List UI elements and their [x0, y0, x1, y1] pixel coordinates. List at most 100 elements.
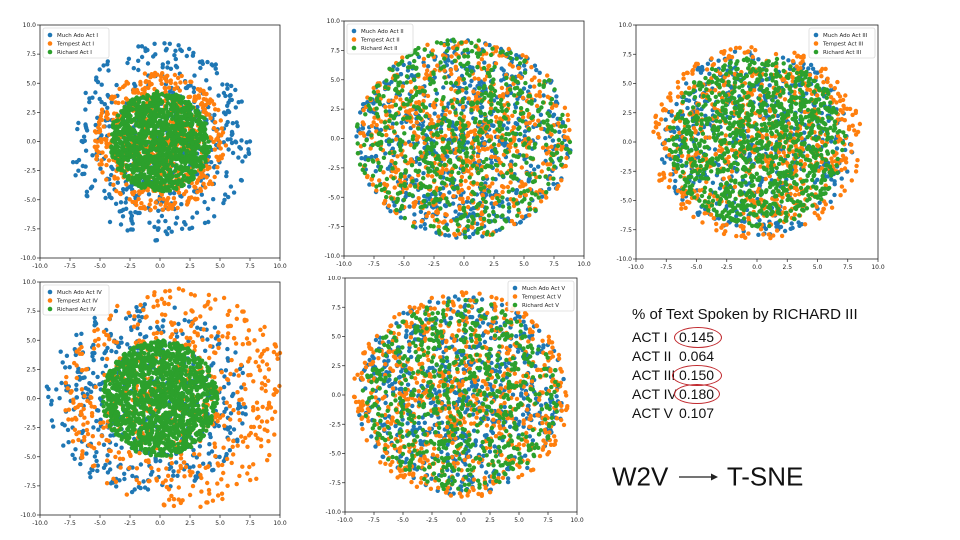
- scatter-point: [522, 70, 528, 75]
- scatter-point: [184, 156, 190, 161]
- scatter-point: [464, 163, 470, 168]
- scatter-point: [211, 197, 216, 202]
- scatter-point: [156, 226, 161, 231]
- scatter-point: [142, 85, 148, 91]
- scatter-point: [480, 193, 486, 198]
- scatter-point: [514, 201, 520, 206]
- scatter-point: [136, 196, 141, 202]
- x-tick-label: 10.0: [273, 263, 287, 270]
- scatter-point: [157, 157, 162, 162]
- scatter-point: [538, 112, 544, 118]
- scatter-point: [423, 226, 428, 231]
- scatter-point: [155, 72, 160, 77]
- scatter-point: [505, 184, 511, 190]
- scatter-point: [158, 202, 163, 207]
- scatter-point: [139, 201, 144, 206]
- scatter-point: [145, 61, 151, 66]
- scatter-point: [178, 139, 183, 145]
- scatter-point: [457, 204, 462, 210]
- scatter-point: [90, 153, 95, 158]
- scatter-point: [501, 185, 506, 190]
- scatter-point: [456, 157, 461, 162]
- scatter-point: [168, 80, 173, 86]
- scatter-point: [476, 47, 481, 52]
- scatter-point: [146, 118, 152, 123]
- scatter-point: [391, 176, 396, 181]
- scatter-point: [146, 139, 151, 144]
- scatter-point: [104, 162, 109, 168]
- scatter-point: [224, 170, 229, 175]
- scatter-point: [445, 199, 450, 205]
- scatter-point: [165, 101, 171, 106]
- scatter-point: [393, 170, 399, 175]
- scatter-point: [507, 62, 513, 67]
- scatter-point: [182, 113, 188, 118]
- scatter-point: [377, 131, 382, 136]
- scatter-point: [411, 220, 417, 225]
- scatter-point: [443, 133, 448, 139]
- scatter-point: [524, 54, 529, 60]
- scatter-point: [520, 181, 525, 187]
- scatter-point: [457, 231, 462, 236]
- scatter-point: [401, 62, 406, 68]
- scatter-point: [145, 177, 150, 182]
- x-tick-label: 7.5: [549, 261, 559, 268]
- scatter-point: [170, 206, 175, 211]
- scatter-point: [450, 176, 455, 181]
- scatter-point: [103, 195, 108, 201]
- scatter-point: [501, 123, 506, 128]
- scatter-point: [450, 128, 455, 133]
- scatter-point: [449, 71, 454, 77]
- scatter-point: [377, 182, 383, 188]
- scatter-point: [214, 128, 219, 133]
- scatter-point: [567, 139, 573, 145]
- scatter-point: [194, 139, 199, 144]
- scatter-point: [170, 116, 175, 122]
- scatter-point: [366, 103, 371, 108]
- scatter-point: [562, 129, 567, 134]
- scatter-point: [437, 157, 442, 162]
- scatter-point: [197, 126, 202, 132]
- scatter-point: [673, 178, 678, 184]
- scatter-point: [431, 71, 436, 77]
- scatter-point: [399, 152, 404, 157]
- scatter-point: [173, 56, 178, 62]
- scatter-point: [159, 134, 164, 139]
- scatter-point: [359, 156, 364, 161]
- scatter-point: [495, 101, 501, 106]
- scatter-point: [384, 194, 389, 200]
- legend-label: Richard Act I: [57, 50, 92, 56]
- scatter-point: [392, 129, 397, 134]
- scatter-point: [101, 63, 106, 68]
- scatter-point: [221, 90, 227, 96]
- scatter-point: [188, 79, 193, 84]
- scatter-point: [105, 105, 110, 111]
- scatter-point: [532, 142, 538, 147]
- scatter-point: [459, 214, 465, 219]
- y-tick-label: 0.0: [26, 139, 36, 146]
- scatter-point: [428, 184, 433, 189]
- y-tick-label: -10.0: [20, 255, 36, 262]
- scatter-point: [438, 41, 444, 46]
- scatter-point: [433, 87, 438, 93]
- scatter-point: [448, 68, 453, 73]
- scatter-point: [377, 101, 383, 107]
- scatter-point: [407, 115, 412, 120]
- scatter-point: [488, 109, 493, 115]
- legend-marker: [351, 37, 357, 42]
- scatter-point: [501, 92, 506, 97]
- scatter-point: [443, 233, 448, 238]
- scatter-point: [172, 72, 178, 78]
- scatter-point: [362, 170, 367, 176]
- scatter-point: [484, 232, 489, 237]
- scatter-point: [209, 181, 215, 187]
- scatter-point: [490, 181, 495, 186]
- scatter-point: [202, 141, 207, 146]
- scatter-point: [174, 165, 179, 171]
- scatter-point: [153, 238, 158, 243]
- scatter-point: [549, 144, 554, 149]
- scatter-point: [434, 40, 440, 45]
- scatter-point: [187, 46, 192, 52]
- scatter-point: [455, 99, 460, 105]
- scatter-point: [149, 131, 154, 136]
